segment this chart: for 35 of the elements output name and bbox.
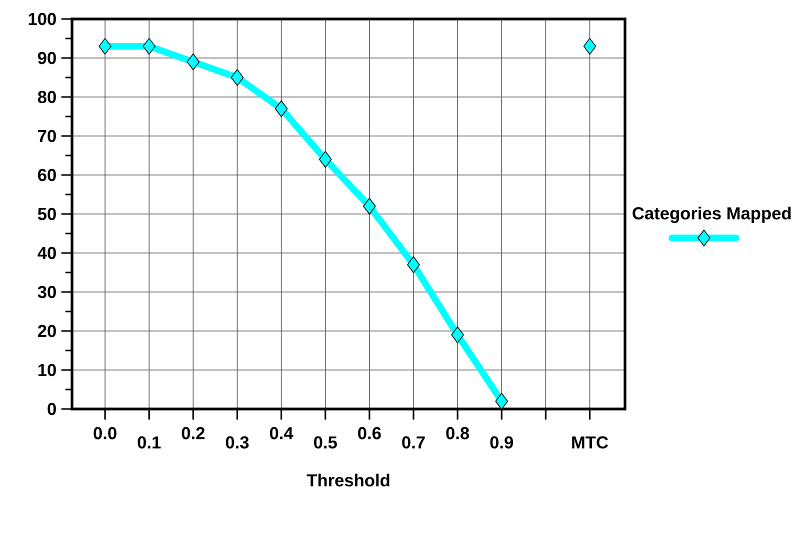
point <box>274 100 288 118</box>
x-tick-label: 0.4 <box>270 427 294 440</box>
x-tick-label: 0.0 <box>94 427 116 440</box>
point <box>98 38 112 55</box>
x-tick-label: 0.5 <box>314 436 337 449</box>
point <box>363 198 376 215</box>
point <box>407 256 420 274</box>
y-tick-label: 30 <box>38 286 56 298</box>
y-tick-label: 0 <box>48 402 56 416</box>
y-tick-label: 60 <box>38 168 56 182</box>
point <box>583 38 596 55</box>
y-tick-label: 80 <box>38 90 56 104</box>
x-tick-label: 0.1 <box>138 436 161 449</box>
y-tick-label: 20 <box>38 324 56 338</box>
y-tick-label: 70 <box>38 130 56 142</box>
x-tick-label: 0.2 <box>182 427 205 440</box>
y-tick-label: 100 <box>28 12 56 26</box>
x-tick-label: 0.3 <box>226 436 249 449</box>
text: Categories Mapped <box>632 206 791 223</box>
point <box>142 38 156 55</box>
x-axis-title: Threshold <box>306 474 390 486</box>
point <box>318 151 332 168</box>
x-tick-label: 0.7 <box>402 436 425 449</box>
y-tick-label: 10 <box>38 364 56 376</box>
point <box>230 69 244 86</box>
x-tick-label: MTC <box>572 436 608 449</box>
x-tick-label: 0.8 <box>446 427 470 440</box>
point <box>451 326 464 344</box>
point <box>186 54 200 70</box>
y-tick-label: 90 <box>38 52 56 64</box>
y-tick-label: 40 <box>38 246 56 260</box>
x-tick-label: 0.6 <box>358 427 381 440</box>
x-tick-label: 0.9 <box>490 436 514 449</box>
y-tick-label: 50 <box>38 208 56 220</box>
point <box>495 392 508 410</box>
